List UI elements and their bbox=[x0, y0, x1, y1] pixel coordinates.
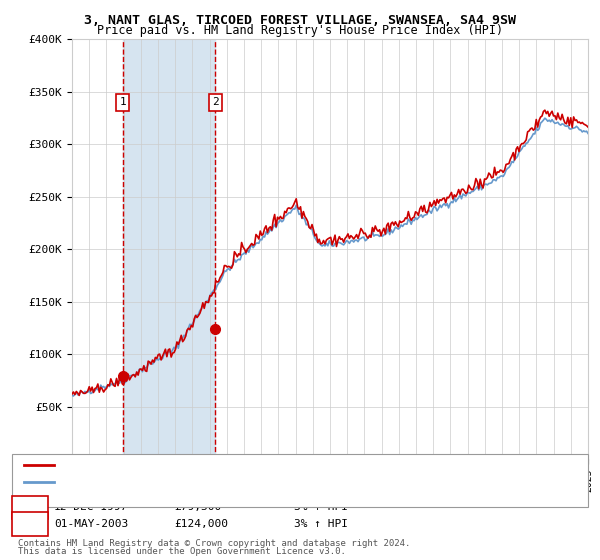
Text: This data is licensed under the Open Government Licence v3.0.: This data is licensed under the Open Gov… bbox=[18, 547, 346, 556]
Text: 2: 2 bbox=[212, 97, 218, 107]
Text: 3% ↑ HPI: 3% ↑ HPI bbox=[294, 502, 348, 512]
Text: 1: 1 bbox=[119, 97, 126, 107]
Text: £124,000: £124,000 bbox=[174, 519, 228, 529]
Text: 3, NANT GLAS, TIRCOED FOREST VILLAGE, SWANSEA, SA4 9SW (detached house): 3, NANT GLAS, TIRCOED FOREST VILLAGE, SW… bbox=[60, 460, 477, 470]
Text: 12-DEC-1997: 12-DEC-1997 bbox=[54, 502, 128, 512]
Text: 3, NANT GLAS, TIRCOED FOREST VILLAGE, SWANSEA, SA4 9SW: 3, NANT GLAS, TIRCOED FOREST VILLAGE, SW… bbox=[84, 14, 516, 27]
Text: Price paid vs. HM Land Registry's House Price Index (HPI): Price paid vs. HM Land Registry's House … bbox=[97, 24, 503, 36]
Text: £79,500: £79,500 bbox=[174, 502, 221, 512]
Text: 2: 2 bbox=[26, 519, 34, 529]
Bar bbox=[123, 39, 215, 459]
Text: 1: 1 bbox=[26, 502, 34, 512]
Text: Contains HM Land Registry data © Crown copyright and database right 2024.: Contains HM Land Registry data © Crown c… bbox=[18, 539, 410, 548]
Text: 01-MAY-2003: 01-MAY-2003 bbox=[54, 519, 128, 529]
Text: HPI: Average price, detached house, Swansea: HPI: Average price, detached house, Swan… bbox=[60, 477, 313, 487]
Text: 3% ↑ HPI: 3% ↑ HPI bbox=[294, 519, 348, 529]
